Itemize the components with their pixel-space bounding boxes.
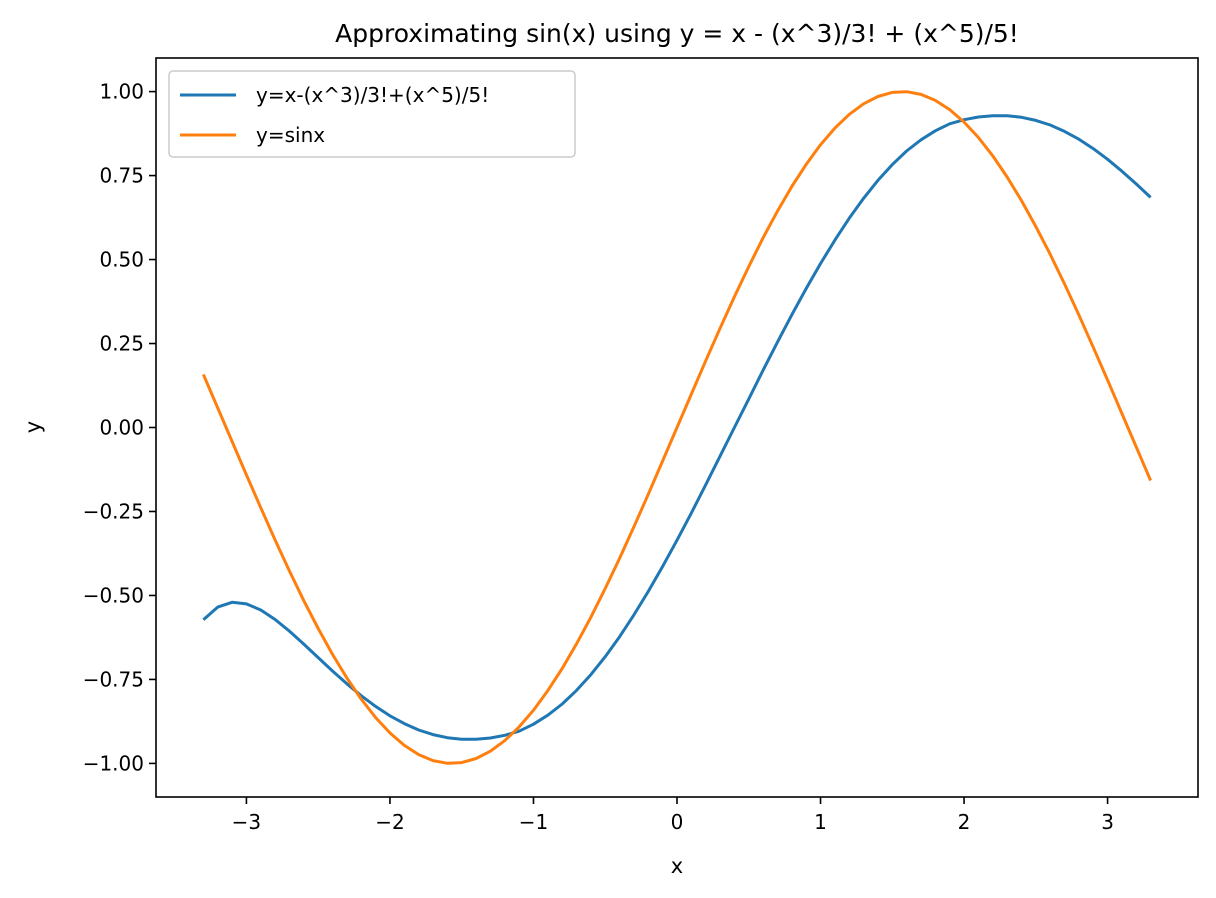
- x-tick-label: 3: [1101, 810, 1114, 834]
- legend-box: [168, 70, 576, 158]
- y-tick-label: 0.25: [99, 332, 144, 356]
- y-tick-label: 0.00: [99, 416, 144, 440]
- y-tick-label: 0.50: [99, 248, 144, 272]
- y-tick-label: −0.25: [83, 499, 144, 523]
- x-tick-label: −1: [519, 810, 548, 834]
- y-tick-label: −0.75: [83, 667, 144, 691]
- y-tick-label: −0.50: [83, 583, 144, 607]
- series-line-1: [202, 114, 1152, 741]
- y-tick-label: 1.00: [99, 80, 144, 104]
- y-tick-label: 0.75: [99, 164, 144, 188]
- x-tick-label: 1: [814, 810, 827, 834]
- x-tick-label: −3: [232, 810, 261, 834]
- chart-title: Approximating sin(x) using y = x - (x^3)…: [335, 19, 1019, 48]
- legend-label-1: y=x-(x^3)/3!+(x^5)/5!: [256, 83, 489, 107]
- plot-area: −3 −2 −1 0 1 2 3 1.00 0.75 0.50 0.25 0.00 −0.25 −0.50…: [83, 57, 1199, 834]
- x-tick-label: −2: [375, 810, 404, 834]
- x-axis-label: x: [671, 854, 683, 878]
- x-tick-label: 2: [958, 810, 971, 834]
- x-tick-label: 0: [671, 810, 684, 834]
- legend-label-2: y=sinx: [256, 123, 325, 147]
- y-tick-label: −1.00: [83, 751, 144, 775]
- y-axis-label: y: [21, 421, 45, 433]
- series-line-2: [202, 90, 1152, 765]
